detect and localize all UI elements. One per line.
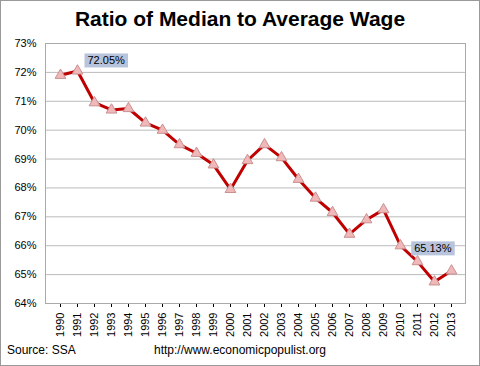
svg-text:2012: 2012 (428, 313, 440, 337)
svg-text:1993: 1993 (105, 313, 117, 337)
html-text:Ratio of Median to Average Wag: Ratio of Median to Average Wage (74, 7, 406, 30)
html-text:Source: SSA: Source: SSA (7, 343, 76, 357)
html-text:http://www.economicpopulist.or: http://www.economicpopulist.org (154, 343, 326, 357)
svg-text:68%: 68% (14, 181, 36, 193)
svg-text:2013: 2013 (445, 313, 457, 337)
svg-text:65%: 65% (14, 268, 36, 280)
svg-text:65.13%: 65.13% (414, 242, 452, 254)
svg-text:64%: 64% (14, 297, 36, 309)
svg-text:2000: 2000 (224, 313, 236, 337)
svg-text:1997: 1997 (173, 313, 185, 337)
svg-text:71%: 71% (14, 95, 36, 107)
svg-text:2006: 2006 (326, 313, 338, 337)
svg-text:2010: 2010 (394, 313, 406, 337)
svg-text:2003: 2003 (275, 313, 287, 337)
svg-text:2002: 2002 (258, 313, 270, 337)
svg-text:2005: 2005 (309, 313, 321, 337)
svg-text:1999: 1999 (207, 313, 219, 337)
svg-text:72.05%: 72.05% (88, 54, 126, 66)
svg-text:1991: 1991 (71, 313, 83, 337)
svg-text:1996: 1996 (156, 313, 168, 337)
svg-text:1994: 1994 (122, 313, 134, 337)
svg-text:1995: 1995 (139, 313, 151, 337)
svg-text:2001: 2001 (241, 313, 253, 337)
svg-text:66%: 66% (14, 239, 36, 251)
svg-text:72%: 72% (14, 66, 36, 78)
svg-text:69%: 69% (14, 153, 36, 165)
svg-text:2011: 2011 (411, 313, 423, 337)
svg-text:1990: 1990 (54, 313, 66, 337)
svg-text:2008: 2008 (360, 313, 372, 337)
svg-text:2004: 2004 (292, 313, 304, 337)
svg-text:73%: 73% (14, 37, 36, 49)
svg-text:1992: 1992 (88, 313, 100, 337)
svg-text:67%: 67% (14, 210, 36, 222)
svg-text:2009: 2009 (377, 313, 389, 337)
svg-text:1998: 1998 (190, 313, 202, 337)
svg-text:2007: 2007 (343, 313, 355, 337)
svg-text:70%: 70% (14, 124, 36, 136)
